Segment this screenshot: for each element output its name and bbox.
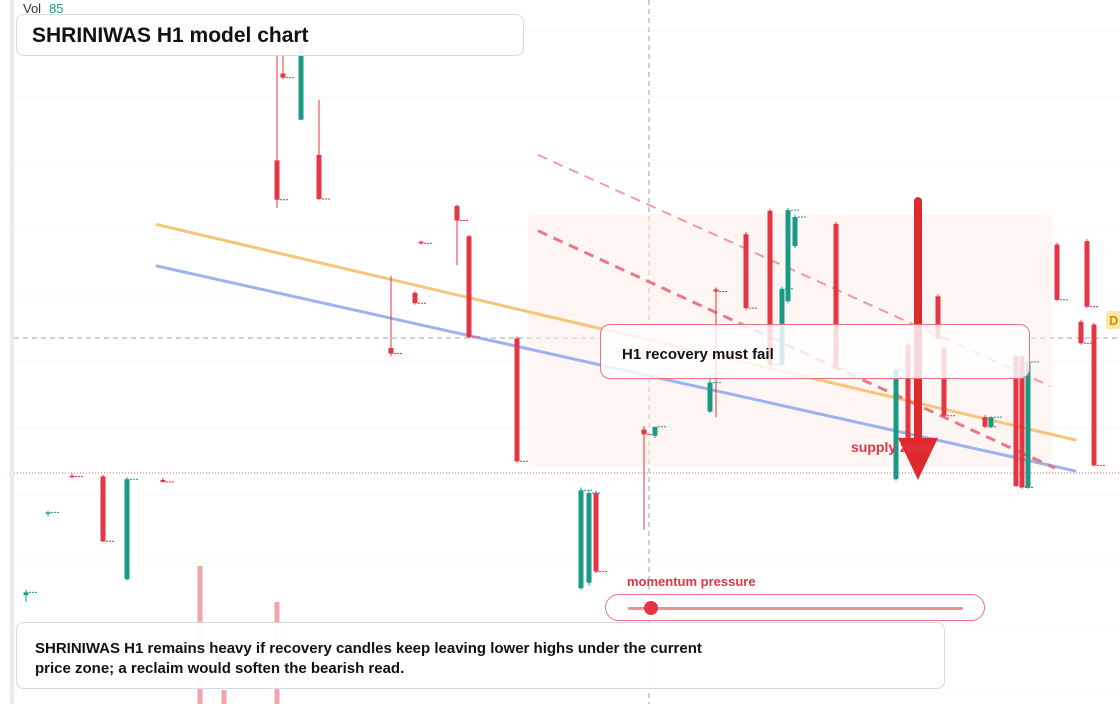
candle-1 <box>45 510 60 517</box>
candle-16 <box>578 487 593 590</box>
candle-3 <box>100 475 115 542</box>
candle-body-38 <box>1054 244 1060 300</box>
volume-bar-1 <box>221 690 227 704</box>
candle-6 <box>274 43 289 209</box>
candle-body-39 <box>1078 321 1084 344</box>
volume-readout: Vol 85 <box>23 1 64 16</box>
candle-body-12 <box>418 241 424 244</box>
candle-body-18 <box>593 493 599 572</box>
candle-18 <box>593 490 608 574</box>
candle-body-22 <box>713 289 719 292</box>
candle-15 <box>514 336 529 463</box>
left-edge <box>10 0 14 704</box>
bearish-arrow-head <box>898 437 938 480</box>
candle-body-19 <box>641 429 647 435</box>
candle-body-34 <box>988 417 994 427</box>
candle-body-15 <box>514 338 520 462</box>
candle-26 <box>785 208 800 304</box>
candle-39 <box>1078 319 1093 345</box>
candle-11 <box>412 290 427 305</box>
candle-body-41 <box>1091 324 1097 466</box>
candle-23 <box>743 232 758 311</box>
supply-zone-label: supply zone <box>851 439 932 455</box>
candle-body-11 <box>412 292 418 304</box>
candle-body-40 <box>1084 241 1090 307</box>
candle-body-33 <box>982 417 988 427</box>
callout-text: H1 recovery must fail <box>622 346 774 363</box>
candle-body-2 <box>69 475 75 478</box>
candle-body-8 <box>298 44 304 120</box>
callout-box: H1 recovery must fail <box>600 324 1030 379</box>
candle-27 <box>792 214 807 249</box>
candle-5 <box>160 477 175 483</box>
candle-body-27 <box>792 217 798 246</box>
candle-body-32 <box>941 348 947 416</box>
arrow-layer <box>898 197 938 480</box>
candle-41 <box>1091 322 1106 467</box>
candle-20 <box>652 426 667 438</box>
candle-9 <box>316 99 331 200</box>
candle-body-0 <box>23 592 29 596</box>
candle-body-28 <box>833 223 839 369</box>
candle-body-1 <box>45 512 51 514</box>
candle-12 <box>418 240 433 245</box>
candle-layer <box>23 43 1106 603</box>
volume-value: 85 <box>49 1 64 16</box>
candle-14 <box>466 234 481 339</box>
candle-4 <box>124 477 139 581</box>
candle-34 <box>988 416 1003 429</box>
candle-body-17 <box>586 493 592 583</box>
momentum-label: momentum pressure <box>627 574 756 589</box>
candle-40 <box>1084 239 1099 309</box>
volume-label: Vol <box>23 1 42 16</box>
candle-body-35 <box>1013 356 1019 487</box>
candle-body-9 <box>316 154 322 200</box>
candle-body-14 <box>466 236 472 338</box>
candle-body-26 <box>785 210 791 302</box>
price-tag: D <box>1106 311 1120 329</box>
candle-13 <box>454 204 469 266</box>
candle-0 <box>23 589 38 603</box>
candle-body-7 <box>280 73 286 78</box>
candle-body-29 <box>893 370 899 480</box>
candle-body-24 <box>767 210 773 365</box>
candle-body-10 <box>388 348 394 354</box>
candle-body-21 <box>707 382 713 412</box>
candle-37 <box>1025 359 1040 489</box>
candle-body-16 <box>578 490 584 589</box>
summary-text: SHRINIWAS H1 remains heavy if recovery c… <box>35 640 702 677</box>
candle-body-20 <box>652 426 658 436</box>
candle-body-6 <box>274 160 280 200</box>
momentum-slider[interactable] <box>605 594 985 621</box>
chart-grid <box>10 0 1120 704</box>
candle-2 <box>69 473 84 478</box>
candle-38 <box>1054 242 1069 302</box>
candle-body-37 <box>1025 361 1031 488</box>
candle-body-13 <box>454 205 460 221</box>
momentum-track-bar <box>628 607 963 610</box>
summary-box: SHRINIWAS H1 remains heavy if recovery c… <box>16 622 945 689</box>
candle-21 <box>707 375 722 413</box>
candle-body-36 <box>1019 356 1025 488</box>
candle-10 <box>388 275 403 357</box>
candle-body-23 <box>743 234 749 309</box>
candle-body-31 <box>935 296 941 339</box>
momentum-knob[interactable] <box>644 601 659 615</box>
projection-line-1 <box>537 229 1056 470</box>
chart-title: SHRINIWAS H1 model chart <box>16 14 524 56</box>
candle-body-4 <box>124 479 130 580</box>
candle-body-5 <box>160 479 166 482</box>
candle-body-30 <box>905 344 911 452</box>
candle-body-3 <box>100 476 106 542</box>
